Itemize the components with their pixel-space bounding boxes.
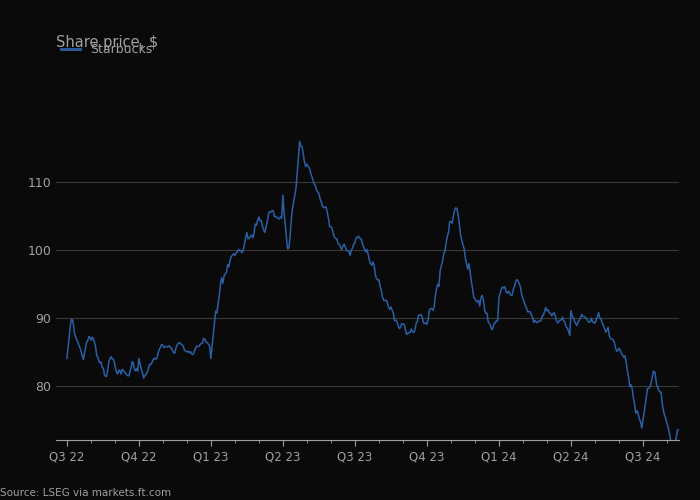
Text: Source: LSEG via markets.ft.com: Source: LSEG via markets.ft.com xyxy=(0,488,171,498)
Text: Share price, $: Share price, $ xyxy=(56,35,158,50)
Legend: Starbucks: Starbucks xyxy=(56,38,157,61)
